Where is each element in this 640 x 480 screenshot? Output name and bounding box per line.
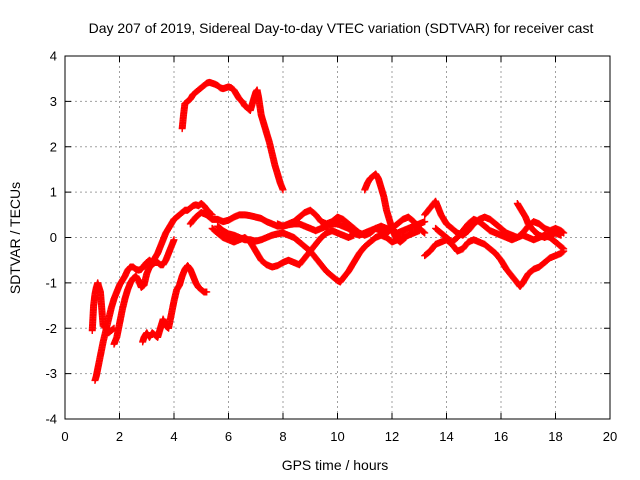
- data-point: [402, 234, 410, 241]
- y-tick-label: -3: [45, 366, 57, 381]
- y-tick-label: 0: [50, 230, 57, 245]
- x-tick-label: 6: [225, 429, 232, 444]
- series-arc-4: [139, 262, 211, 346]
- series-arc-3: [110, 236, 178, 348]
- data-point: [401, 234, 409, 242]
- y-tick-label: -1: [45, 275, 57, 290]
- x-tick-label: 10: [330, 429, 344, 444]
- x-tick-label: 8: [279, 429, 286, 444]
- data-point: [560, 245, 568, 253]
- data-point: [420, 228, 428, 236]
- x-tick-label: 16: [494, 429, 508, 444]
- data-point: [170, 236, 178, 244]
- y-tick-label: 1: [50, 185, 57, 200]
- x-tick-label: 2: [116, 429, 123, 444]
- data-point: [559, 244, 567, 252]
- x-tick-label: 0: [61, 429, 68, 444]
- data-point: [350, 231, 358, 239]
- series-arc-14: [513, 199, 565, 241]
- data-point: [421, 229, 429, 237]
- chart-title: Day 207 of 2019, Sidereal Day-to-day VTE…: [89, 20, 594, 36]
- grid-layer: [65, 56, 610, 419]
- data-points-layer: [88, 78, 568, 384]
- y-axis-label: SDTVAR / TECUs: [7, 182, 23, 294]
- series-arc-5: [178, 78, 287, 194]
- x-tick-label: 20: [603, 429, 617, 444]
- data-point: [421, 218, 429, 226]
- y-tick-label: 3: [50, 94, 57, 109]
- data-point: [279, 186, 287, 194]
- x-axis-label: GPS time / hours: [282, 457, 389, 473]
- x-tick-label: 18: [548, 429, 562, 444]
- data-point: [557, 231, 565, 239]
- x-tick-label: 4: [170, 429, 177, 444]
- series-arc-2: [88, 279, 118, 337]
- x-tick-label: 12: [385, 429, 399, 444]
- series-arc-12: [421, 236, 568, 291]
- series-arc-1: [91, 199, 216, 384]
- data-point: [203, 288, 211, 296]
- x-tick-label: 14: [439, 429, 453, 444]
- y-tick-label: -2: [45, 321, 57, 336]
- y-tick-label: 4: [50, 49, 57, 64]
- series-arc-10: [361, 170, 410, 246]
- y-tick-label: 2: [50, 139, 57, 154]
- y-tick-label: -4: [45, 412, 57, 427]
